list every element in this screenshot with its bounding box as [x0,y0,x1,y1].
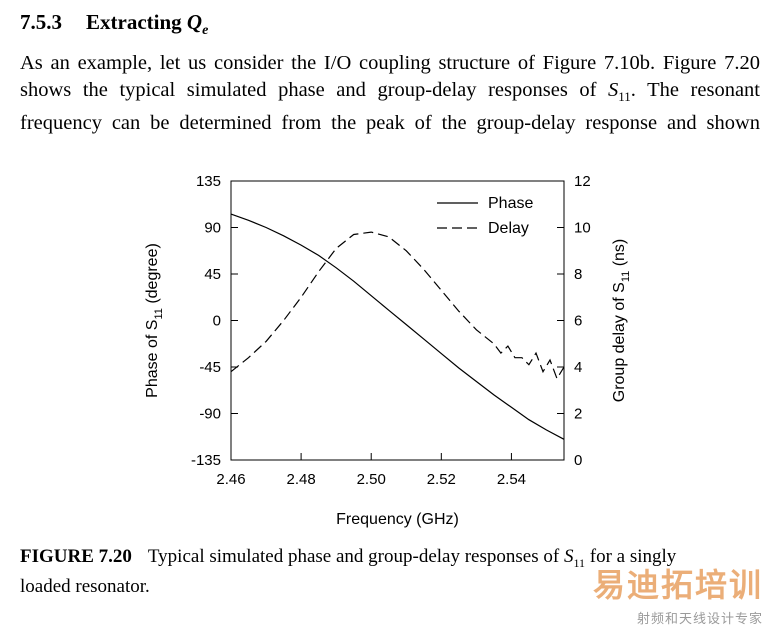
watermark: 易迪拓培训 射频和天线设计专家 [593,560,763,627]
y-left-axis-label: Phase of S11 (degree) [144,243,165,398]
figure-caption: FIGURE 7.20 Typical simulated phase and g… [20,545,676,599]
x-tick-label: 2.48 [287,471,316,488]
figure-chart: 2.46 2.48 2.50 2.52 2.54 135 90 45 0 -45 -90 -135 12… [144,173,632,528]
y-left-tick-label: 0 [213,313,221,330]
caption-text: Typical simulated phase and group-delay … [147,546,564,567]
legend-phase-label: Phase [488,195,533,212]
y-left-tick-label: -135 [191,452,221,469]
caption-symbol-sub: 11 [573,555,585,570]
y-right-tick-label: 2 [574,406,582,423]
y-right-label-unit: (ns) [611,239,628,271]
y-right-tick-label: 10 [574,220,591,237]
watermark-logo-text: 易迪拓培训 [592,566,763,604]
y-right-label-sub: 11 [620,271,632,282]
paragraph-line-2-end: . The resonant [630,78,761,101]
body-paragraph: As an example, let us consider the I/O c… [20,50,760,137]
caption-line-2: loaded resonator. [20,575,150,597]
paragraph-line-1: As an example, let us consider the I/O c… [20,52,760,74]
y-right-tick-label: 12 [574,173,591,190]
legend: Phase Delay [437,195,533,237]
y-left-tick-label: 45 [204,266,221,283]
y-left-tick-label: 135 [196,173,221,190]
legend-delay-label: Delay [488,220,529,237]
y-right-tick-label: 0 [574,452,582,469]
caption-label: FIGURE 7.20 [20,546,132,567]
paragraph-line-2-text: shows the typical simulated phase and gr… [20,78,609,101]
y-left-tick-label: -90 [199,406,221,423]
y-left-tick-label: -45 [199,359,221,376]
y-right-axis-label: Group delay of S11 (ns) [611,239,632,403]
section-symbol-sub: e [202,23,209,39]
section-heading: 7.5.3 Extracting Qe [20,10,208,39]
axes: 2.46 2.48 2.50 2.52 2.54 135 90 45 0 -45 -90 -135 12… [144,173,632,528]
series-delay-line [230,231,565,380]
x-tick-label: 2.50 [357,471,386,488]
y-left-label-sub: 11 [153,308,165,319]
section-title: Extracting [86,10,187,34]
series-layer [230,213,565,440]
y-right-tick-label: 6 [574,313,582,330]
paragraph-line-3: frequency can be determined from the pea… [20,112,760,135]
y-left-label-text: Phase of S [144,320,161,398]
x-tick-label: 2.52 [427,471,456,488]
paragraph-symbol-sub: 11 [618,88,631,104]
series-phase-line [230,213,565,440]
caption-text-end: for a singly [585,546,677,567]
x-tick-label: 2.54 [497,471,526,488]
paragraph-line-2: shows the typical simulated phase and gr… [20,77,760,111]
x-tick-label: 2.46 [216,471,245,488]
y-left-label-unit: (degree) [144,243,161,308]
section-symbol: Q [186,10,203,34]
y-right-tick-label: 8 [574,266,582,283]
paragraph-symbol: S [608,78,619,101]
section-number: 7.5.3 [20,10,62,34]
y-left-tick-label: 90 [204,220,221,237]
y-right-tick-label: 4 [574,359,582,376]
y-right-label-text: Group delay of S [611,282,628,402]
caption-symbol: S [563,546,574,567]
x-axis-label: Frequency (GHz) [336,511,459,528]
